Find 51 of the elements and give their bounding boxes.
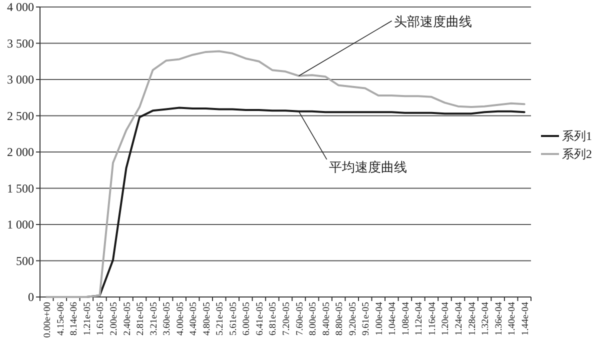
y-tick-label: 1 500 (7, 181, 34, 196)
x-tick-label: 9.61e-05 (362, 302, 372, 336)
x-tick-label: 9.20e-05 (348, 302, 358, 336)
x-tick-label: 8.80e-05 (335, 302, 346, 336)
x-tick-label: 2.00e-05 (109, 302, 120, 336)
x-tick-label: 1.00e-04 (374, 302, 385, 336)
x-tick-label: 1.28e-04 (468, 302, 478, 336)
x-tick-label: 4.00e-05 (176, 302, 186, 336)
y-tick-label: 4 000 (7, 0, 34, 14)
x-tick-label: 1.20e-04 (441, 302, 452, 336)
x-tick-label: 2.81e-05 (136, 302, 146, 336)
x-tick-label: 1.36e-04 (494, 302, 504, 336)
x-tick-label: 1.61e-05 (96, 302, 106, 336)
y-tick-label: 2 000 (7, 145, 34, 159)
x-tick-label: 4.15e-06 (56, 302, 66, 336)
annotation: 头部速度曲线 (394, 14, 472, 29)
x-tick-label: 2.40e-05 (122, 302, 133, 336)
y-tick-label: 2 500 (7, 108, 34, 123)
x-tick-label: 1.12e-04 (414, 302, 425, 336)
x-tick-label: 4.80e-05 (202, 302, 212, 336)
y-tick-label: 3 000 (7, 72, 34, 86)
x-tick-label: 6.81e-05 (268, 302, 279, 336)
x-tick-label: 1.16e-04 (428, 302, 438, 336)
x-tick-label: 3.21e-05 (149, 302, 160, 336)
x-tick-label: 0.00e+00 (43, 302, 54, 338)
legend-label: 系列1 (562, 129, 592, 143)
x-tick-label: 8.14e-06 (70, 302, 80, 336)
y-tick-label: 500 (16, 254, 34, 268)
y-tick-label: 3 500 (7, 36, 34, 50)
x-tick-label: 8.40e-05 (322, 302, 332, 336)
y-tick-label: 1 000 (7, 218, 34, 232)
x-tick-label: 5.61e-05 (228, 302, 239, 336)
y-tick-label: 0 (28, 290, 34, 304)
x-tick-label: 1.40e-04 (508, 302, 518, 336)
x-tick-label: 4.40e-05 (189, 302, 200, 336)
x-tick-label: 3.60e-05 (162, 302, 173, 336)
x-tick-label: 6.00e-05 (242, 302, 252, 336)
x-tick-label: 8.00e-05 (308, 302, 319, 336)
x-tick-label: 1.44e-04 (520, 302, 531, 336)
x-tick-label: 1.08e-04 (401, 302, 412, 336)
x-tick-label: 1.21e-05 (82, 302, 93, 336)
x-tick-label: 1.32e-04 (481, 302, 492, 336)
x-tick-label: 1.24e-04 (454, 302, 465, 336)
legend-label: 系列2 (562, 147, 592, 161)
x-tick-label: 6.41e-05 (255, 302, 266, 336)
line-series (46, 50, 526, 298)
x-tick-label: 1.04e-04 (388, 302, 398, 336)
annotation: 平均速度曲线 (328, 159, 407, 174)
x-tick-label: 5.21e-05 (216, 302, 226, 336)
x-tick-label: 7.60e-05 (295, 302, 306, 336)
x-tick-label: 7.20e-05 (282, 302, 292, 336)
